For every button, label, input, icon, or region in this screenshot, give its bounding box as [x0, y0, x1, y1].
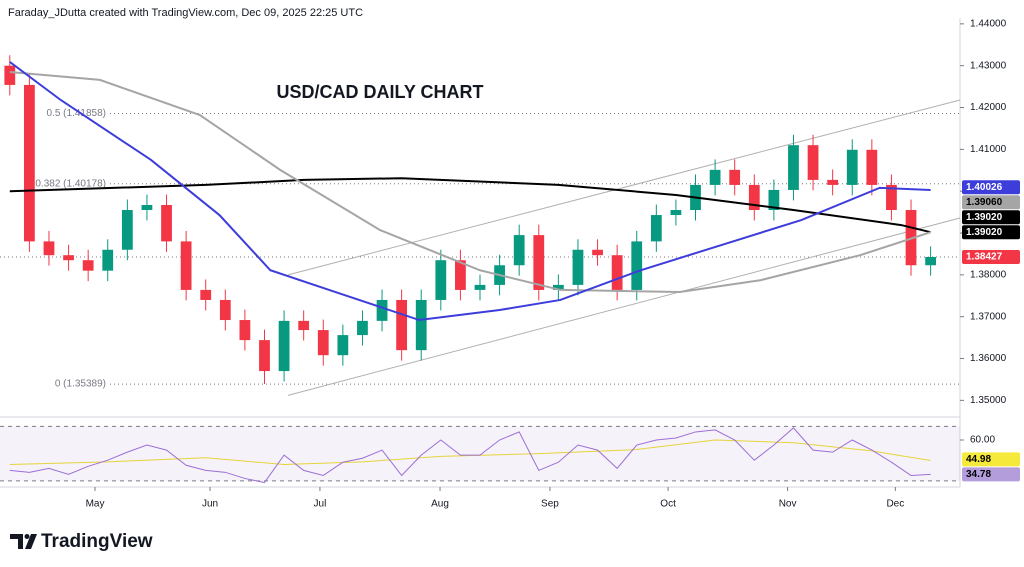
candle-body — [474, 284, 486, 290]
price-badge — [962, 452, 1020, 467]
price-badge — [962, 467, 1020, 482]
candle-body — [729, 169, 741, 185]
price-badge-label: 1.39060 — [966, 197, 1003, 208]
chart-title: USD/CAD DAILY CHART — [276, 82, 483, 102]
y-tick-label: 1.37000 — [970, 311, 1007, 322]
candle-body — [513, 235, 525, 266]
rsi-line — [9, 439, 931, 466]
x-tick-label: Sep — [541, 499, 559, 510]
fib-label: 0 (1.35389) — [55, 379, 106, 390]
candle-body — [670, 210, 682, 216]
price-badge — [962, 195, 1020, 210]
candle-body — [807, 145, 819, 180]
y-tick-label: 1.41000 — [970, 144, 1007, 155]
candle-body — [161, 204, 172, 242]
candle-body — [239, 320, 251, 341]
y-tick-label: 1.35000 — [970, 395, 1007, 406]
candle-body — [24, 84, 35, 242]
y-tick-label: 1.36000 — [970, 353, 1007, 364]
candle-body — [455, 260, 466, 290]
fib-label: 0.5 (1.41858) — [47, 108, 107, 119]
candle-body — [180, 241, 192, 290]
candle-body — [63, 255, 74, 261]
candle-body — [866, 149, 878, 185]
moving-average — [9, 61, 931, 322]
candle-body — [259, 340, 270, 372]
candle-body — [611, 255, 623, 290]
y-tick-label: 60.00 — [970, 435, 995, 446]
candle-body — [846, 149, 858, 185]
price-badge-label: 34.78 — [966, 469, 991, 480]
candle-body — [552, 284, 564, 290]
candle-body — [337, 335, 349, 356]
candle-body — [709, 169, 721, 185]
x-tick-label: Nov — [779, 499, 797, 510]
candle-body — [827, 179, 839, 185]
x-tick-label: Aug — [431, 499, 449, 510]
x-tick-label: Jun — [202, 499, 218, 510]
candle-body — [317, 330, 329, 356]
candle-body — [4, 65, 16, 85]
y-tick-label: 1.42000 — [970, 102, 1007, 113]
candle-body — [219, 299, 231, 321]
candle-body — [376, 299, 388, 321]
price-badge — [962, 225, 1020, 240]
candle-body — [886, 184, 897, 211]
candle-body — [396, 299, 408, 351]
x-tick-label: Dec — [886, 499, 904, 510]
x-tick-label: Oct — [660, 499, 676, 510]
logo-text: TradingView — [41, 531, 153, 552]
rsi-band — [0, 426, 960, 481]
candle-body — [278, 320, 290, 372]
header: Faraday_JDutta created with TradingView.… — [8, 7, 363, 19]
candle-body — [788, 145, 799, 190]
candle-body — [43, 241, 55, 256]
candle-body — [82, 260, 94, 271]
price-badge-label: 44.98 — [966, 454, 991, 465]
fib-label: 0.382 (1.40178) — [35, 178, 106, 189]
x-tick-label: May — [86, 499, 105, 510]
price-badge — [962, 210, 1020, 225]
price-badge-label: 1.39020 — [966, 212, 1003, 223]
price-badge-label: 1.40026 — [966, 182, 1003, 193]
logo-icon — [10, 534, 37, 549]
trendline — [287, 99, 961, 276]
y-tick-label: 1.43000 — [970, 60, 1007, 71]
candle-body — [533, 235, 545, 290]
candle-body — [200, 289, 212, 300]
candle-body — [572, 249, 584, 285]
candle-body — [592, 249, 603, 256]
candle-body — [748, 184, 760, 211]
candle-body — [435, 260, 447, 300]
candle-body — [141, 204, 153, 211]
candle-body — [415, 299, 427, 351]
price-badge — [962, 249, 1020, 264]
y-tick-label: 1.44000 — [970, 18, 1007, 29]
trendline — [287, 217, 961, 396]
moving-average — [9, 70, 931, 294]
candle-body — [650, 215, 662, 242]
price-badge-label: 1.39020 — [966, 227, 1003, 238]
candle-body — [768, 189, 780, 211]
price-badge — [962, 180, 1020, 195]
moving-average — [9, 177, 931, 234]
candle-body — [357, 320, 368, 336]
rsi-line — [9, 427, 931, 484]
x-tick-label: Jul — [314, 499, 327, 510]
candle-body — [298, 320, 310, 331]
y-tick-label: 1.38000 — [970, 269, 1007, 280]
candle-body — [121, 210, 133, 250]
candle-body — [102, 249, 114, 271]
price-badge-label: 1.38427 — [966, 252, 1003, 263]
candle-body — [925, 256, 936, 266]
candle-body — [631, 241, 643, 290]
